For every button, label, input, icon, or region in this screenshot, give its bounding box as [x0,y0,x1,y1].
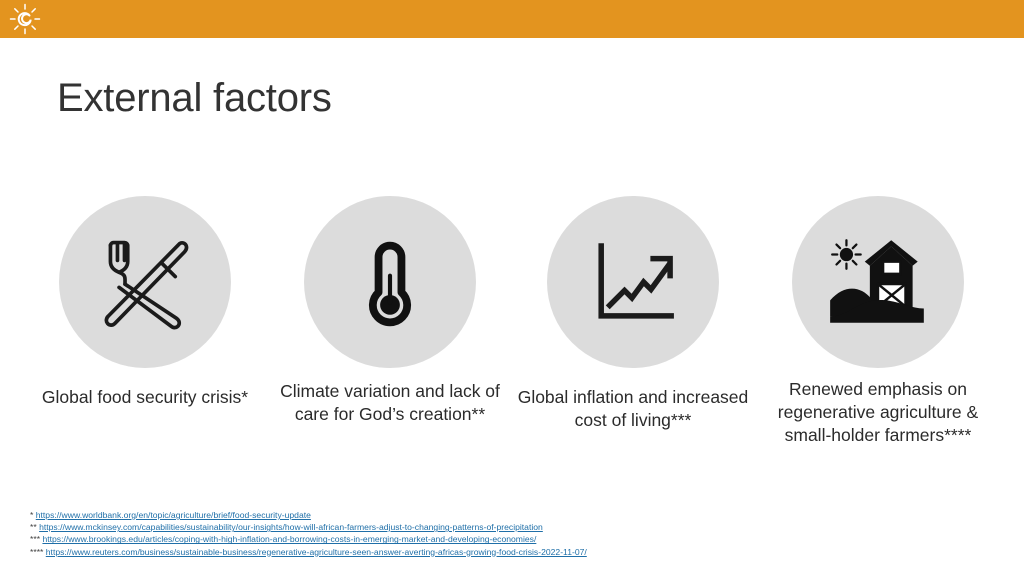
fork-and-knife-icon [104,240,189,330]
factor-caption: Global inflation and increased cost of l… [517,387,749,431]
footnote-marker: *** [30,534,41,545]
footnote-list: * https://www.worldbank.org/en/topic/agr… [30,509,1010,558]
footnote-item: *** https://www.brookings.edu/articles/c… [30,533,1010,545]
footnote-link[interactable]: https://www.worldbank.org/en/topic/agric… [35,510,311,520]
factor-card-inflation[interactable]: Global inflation and increased cost of l… [510,196,756,432]
footnote-marker: **** [30,546,44,557]
page-title: External factors [57,76,332,120]
top-accent-bar [0,0,1024,38]
factor-card-climate[interactable]: Climate variation and lack of care for G… [267,196,513,426]
thermometer-icon [368,241,412,327]
rising-chart-icon [598,243,674,319]
footnote-item: ** https://www.mckinsey.com/capabilities… [30,521,1010,533]
icon-circle [547,196,719,368]
farm-barn-icon [830,239,924,323]
icon-circle [59,196,231,368]
icon-circle [792,196,964,368]
factor-caption: Climate variation and lack of care for G… [280,381,500,425]
icon-circle [304,196,476,368]
factor-card-food-security[interactable]: Global food security crisis* [22,196,268,409]
factor-card-regenerative-agriculture[interactable]: Renewed emphasis on regenerative agricul… [755,196,1001,447]
footnote-item: **** https://www.reuters.com/business/su… [30,546,1010,558]
footnote-marker: ** [30,522,37,533]
footnote-link[interactable]: https://www.mckinsey.com/capabilities/su… [39,522,543,533]
factor-caption: Global food security crisis* [41,387,249,407]
footnote-link[interactable]: https://www.brookings.edu/articles/copin… [42,534,537,545]
factor-card-list: Global food security crisis* Climate var… [0,196,1024,496]
footnote-item: * https://www.worldbank.org/en/topic/agr… [30,509,1010,521]
footnote-marker: * [30,510,34,520]
sun-swirl-logo-icon [8,2,42,36]
factor-caption: Renewed emphasis on regenerative agricul… [777,379,979,446]
footnote-link[interactable]: https://www.reuters.com/business/sustain… [45,546,587,557]
